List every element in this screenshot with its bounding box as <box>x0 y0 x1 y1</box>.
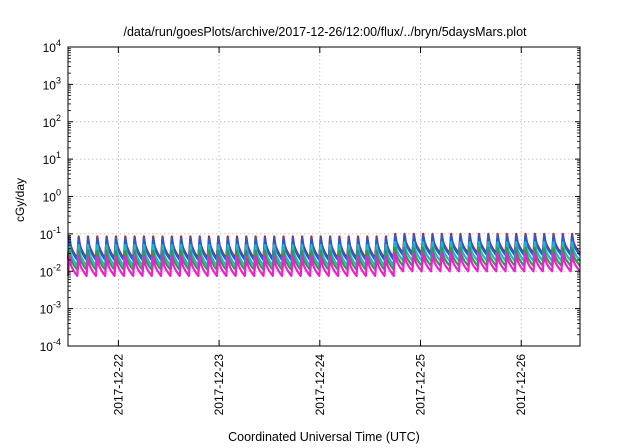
x-tick-label: 2017-12-22 <box>111 354 125 416</box>
series-line <box>66 252 581 277</box>
y-tick-label: 102 <box>43 113 61 130</box>
x-tick-label: 2017-12-24 <box>313 354 327 416</box>
y-axis-ticks: 10-4 10-3 10-2 10-1 100 101 102 103 104 <box>40 38 580 354</box>
chart-title: /data/run/goesPlots/archive/2017-12-26/1… <box>123 25 527 39</box>
series-line <box>66 234 581 262</box>
y-tick-label: 10-1 <box>40 225 61 242</box>
plot-frame <box>67 46 581 347</box>
x-tick-label: 2017-12-26 <box>514 354 528 416</box>
y-axis-label: cGy/day <box>13 178 27 222</box>
y-tick-label: 101 <box>43 150 61 167</box>
series-group <box>66 232 581 277</box>
y-tick-label: 10-2 <box>40 262 61 279</box>
y-tick-label: 10-4 <box>40 337 61 354</box>
x-axis-label: Coordinated Universal Time (UTC) <box>228 430 420 444</box>
y-tick-label: 104 <box>43 38 61 55</box>
x-axis-ticks: 2017-12-22 2017-12-23 2017-12-24 2017-12-25… <box>111 47 528 415</box>
y-tick-label: 100 <box>43 188 61 205</box>
y-tick-label: 10-3 <box>40 300 61 317</box>
grid-lines <box>68 47 580 346</box>
x-tick-label: 2017-12-23 <box>212 354 226 416</box>
y-tick-label: 103 <box>43 75 61 92</box>
series-line <box>66 246 581 271</box>
series-line <box>66 241 581 267</box>
x-tick-label: 2017-12-25 <box>414 354 428 416</box>
